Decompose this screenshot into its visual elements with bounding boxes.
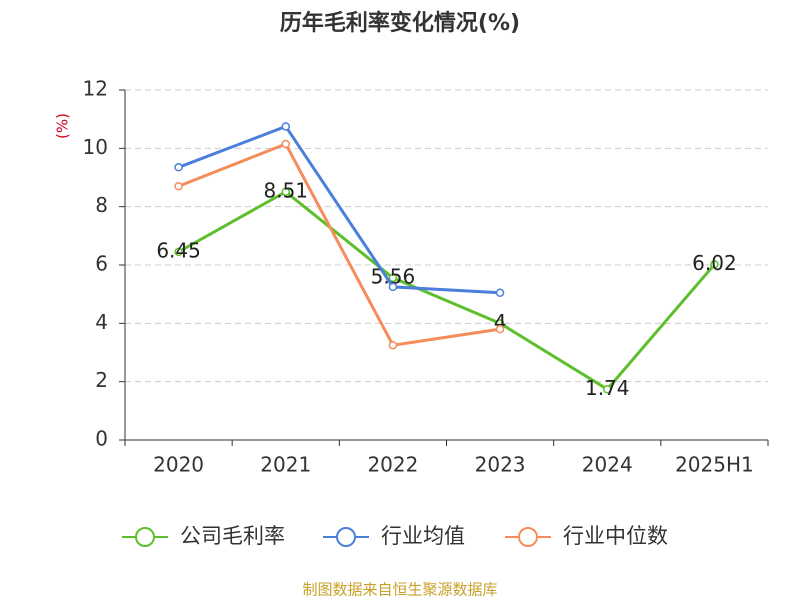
x-tick-label: 2021 bbox=[260, 453, 311, 477]
y-axis-label: (%) bbox=[54, 113, 72, 139]
y-tick-label: 10 bbox=[83, 135, 108, 159]
data-point bbox=[388, 340, 398, 350]
x-tick-label: 2024 bbox=[582, 453, 633, 477]
data-point bbox=[388, 282, 398, 292]
data-point bbox=[281, 122, 290, 131]
data-label: 6.45 bbox=[156, 238, 201, 262]
x-tick-label: 2022 bbox=[367, 453, 418, 477]
series-line bbox=[177, 189, 716, 392]
data-point bbox=[603, 385, 612, 394]
x-tick-label: 2023 bbox=[475, 453, 526, 477]
legend-label: 公司毛利率 bbox=[180, 524, 285, 548]
legend-label: 行业中位数 bbox=[563, 524, 668, 548]
legend-label: 行业均值 bbox=[381, 524, 465, 548]
y-tick-label: 4 bbox=[95, 310, 108, 334]
legend-marker bbox=[518, 527, 538, 547]
data-point bbox=[174, 182, 183, 191]
chart-title: 历年毛利率变化情况(%) bbox=[280, 10, 520, 36]
y-tick-label: 2 bbox=[95, 368, 108, 392]
data-point bbox=[281, 187, 290, 197]
data-point bbox=[495, 288, 505, 297]
data-label: 1.74 bbox=[585, 376, 630, 400]
y-tick-label: 8 bbox=[95, 193, 108, 217]
y-tick-label: 0 bbox=[95, 427, 108, 451]
x-tick-label: 2020 bbox=[153, 453, 204, 477]
source-note: 制图数据来自恒生聚源数据库 bbox=[302, 581, 497, 599]
data-point bbox=[495, 324, 505, 334]
data-point bbox=[388, 273, 398, 283]
series-line bbox=[178, 142, 501, 347]
legend-marker bbox=[135, 527, 155, 547]
data-label: 6.02 bbox=[692, 251, 737, 275]
data-point bbox=[710, 260, 719, 269]
data-label: 8.51 bbox=[263, 178, 308, 202]
series-line bbox=[178, 124, 501, 295]
data-point bbox=[281, 139, 290, 149]
legend-marker bbox=[336, 527, 356, 547]
data-point bbox=[174, 163, 183, 172]
data-point bbox=[174, 247, 183, 257]
y-tick-label: 6 bbox=[95, 252, 108, 276]
x-tick-label: 2025H1 bbox=[675, 453, 754, 477]
y-tick-label: 12 bbox=[83, 77, 108, 101]
